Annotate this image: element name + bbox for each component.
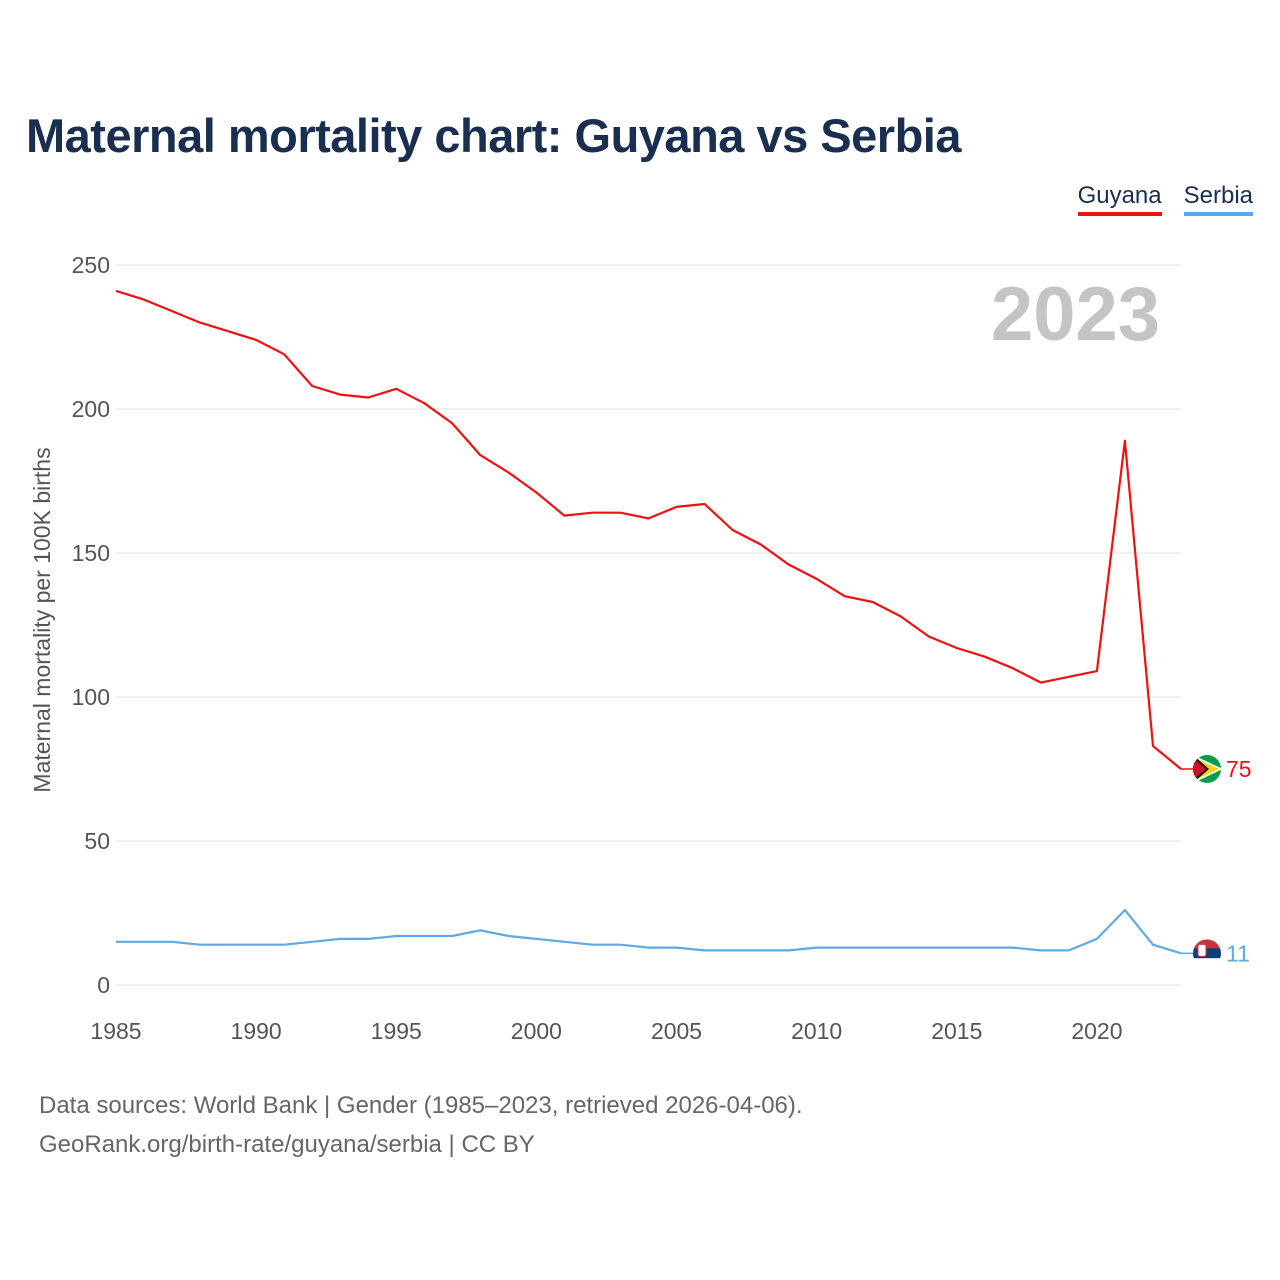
- x-tick-label-2020: 2020: [1071, 1018, 1122, 1044]
- end-value-guyana: 75: [1226, 756, 1252, 782]
- chart-title: Maternal mortality chart: Guyana vs Serb…: [26, 109, 962, 162]
- x-tick-label-2015: 2015: [931, 1018, 982, 1044]
- x-tick-label-2010: 2010: [791, 1018, 842, 1044]
- x-tick-label-1985: 1985: [90, 1018, 141, 1044]
- source-link[interactable]: GeoRank.org/birth-rate/guyana/serbia | C…: [39, 1131, 535, 1158]
- guyana-flag-icon: [1193, 755, 1221, 783]
- x-tick-label-2005: 2005: [651, 1018, 702, 1044]
- y-tick-label-0: 0: [97, 972, 110, 998]
- legend-item-guyana[interactable]: Guyana: [1077, 182, 1162, 216]
- x-tick-label-2000: 2000: [511, 1018, 562, 1044]
- series-line-serbia[interactable]: [116, 908, 1182, 955]
- series-line-guyana[interactable]: [115, 289, 1182, 770]
- legend: Guyana Serbia: [1077, 182, 1253, 216]
- x-tick-label-1995: 1995: [371, 1018, 422, 1044]
- year-watermark: 2023: [991, 272, 1160, 357]
- footer: Data sources: World Bank | Gender (1985–…: [39, 1086, 803, 1164]
- x-axis-ticks: 1985 1990 1995 2000 2005 2010 2015 2020: [90, 1018, 1122, 1044]
- y-tick-label-100: 100: [72, 684, 110, 710]
- data-source-text: Data sources: World Bank | Gender (1985–…: [39, 1092, 803, 1119]
- line-chart: 0 50 100 150 200 250 1985 1990 1995 2000 2005 2010…: [29, 252, 1252, 1044]
- y-axis-label: Maternal mortality per 100K births: [29, 447, 55, 792]
- y-tick-label-50: 50: [84, 828, 110, 854]
- gridlines: [116, 264, 1181, 986]
- end-value-serbia: 11: [1226, 940, 1250, 966]
- legend-item-serbia[interactable]: Serbia: [1183, 182, 1253, 216]
- x-tick-label-1990: 1990: [231, 1018, 282, 1044]
- series-lines: [115, 289, 1182, 955]
- serbia-flag-icon: [1193, 939, 1221, 968]
- y-tick-label-250: 250: [72, 252, 110, 278]
- y-tick-label-200: 200: [72, 396, 110, 422]
- y-tick-label-150: 150: [72, 540, 110, 566]
- series-end-markers: 75 11: [1181, 756, 1252, 966]
- y-axis-ticks: 0 50 100 150 200 250: [72, 252, 110, 998]
